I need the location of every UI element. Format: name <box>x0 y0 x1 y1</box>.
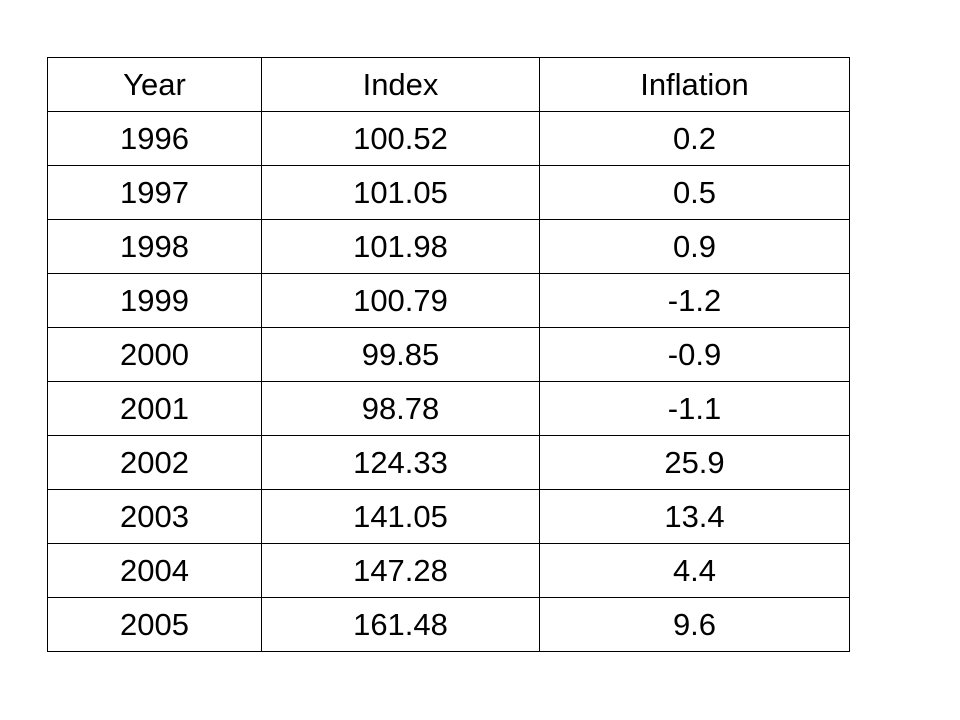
cell-year: 2003 <box>47 489 262 544</box>
cell-index: 161.48 <box>261 597 540 652</box>
cell-year: 2001 <box>47 381 262 436</box>
data-table: Year Index Inflation 1996 100.52 0.2 199… <box>47 57 850 652</box>
cell-inflation: 0.5 <box>539 165 850 220</box>
cell-year: 2000 <box>47 327 262 382</box>
header-row: Year Index Inflation <box>47 57 850 112</box>
table-header: Year Index Inflation <box>47 57 850 112</box>
cell-inflation: -1.2 <box>539 273 850 328</box>
table-row: 2004 147.28 4.4 <box>47 543 850 598</box>
cell-inflation: -0.9 <box>539 327 850 382</box>
cell-index: 147.28 <box>261 543 540 598</box>
cell-year: 1999 <box>47 273 262 328</box>
cell-year: 1996 <box>47 111 262 166</box>
cell-year: 2005 <box>47 597 262 652</box>
table-row: 1998 101.98 0.9 <box>47 219 850 274</box>
cell-year: 2002 <box>47 435 262 490</box>
cell-index: 100.79 <box>261 273 540 328</box>
cell-year: 1997 <box>47 165 262 220</box>
table-row: 1996 100.52 0.2 <box>47 111 850 166</box>
cell-year: 1998 <box>47 219 262 274</box>
header-index: Index <box>261 57 540 112</box>
cell-index: 101.05 <box>261 165 540 220</box>
table-row: 2002 124.33 25.9 <box>47 435 850 490</box>
cell-index: 124.33 <box>261 435 540 490</box>
cell-index: 99.85 <box>261 327 540 382</box>
header-inflation: Inflation <box>539 57 850 112</box>
cell-inflation: -1.1 <box>539 381 850 436</box>
cell-index: 101.98 <box>261 219 540 274</box>
header-year: Year <box>47 57 262 112</box>
table-row: 2005 161.48 9.6 <box>47 597 850 652</box>
cell-index: 141.05 <box>261 489 540 544</box>
cell-inflation: 13.4 <box>539 489 850 544</box>
table-body: 1996 100.52 0.2 1997 101.05 0.5 1998 101… <box>47 111 850 652</box>
cell-inflation: 4.4 <box>539 543 850 598</box>
cell-index: 98.78 <box>261 381 540 436</box>
cell-inflation: 9.6 <box>539 597 850 652</box>
table-row: 1997 101.05 0.5 <box>47 165 850 220</box>
cell-inflation: 0.2 <box>539 111 850 166</box>
cell-inflation: 25.9 <box>539 435 850 490</box>
table-row: 1999 100.79 -1.2 <box>47 273 850 328</box>
cell-index: 100.52 <box>261 111 540 166</box>
table-row: 2001 98.78 -1.1 <box>47 381 850 436</box>
table-row: 2003 141.05 13.4 <box>47 489 850 544</box>
table-row: 2000 99.85 -0.9 <box>47 327 850 382</box>
cell-inflation: 0.9 <box>539 219 850 274</box>
cell-year: 2004 <box>47 543 262 598</box>
